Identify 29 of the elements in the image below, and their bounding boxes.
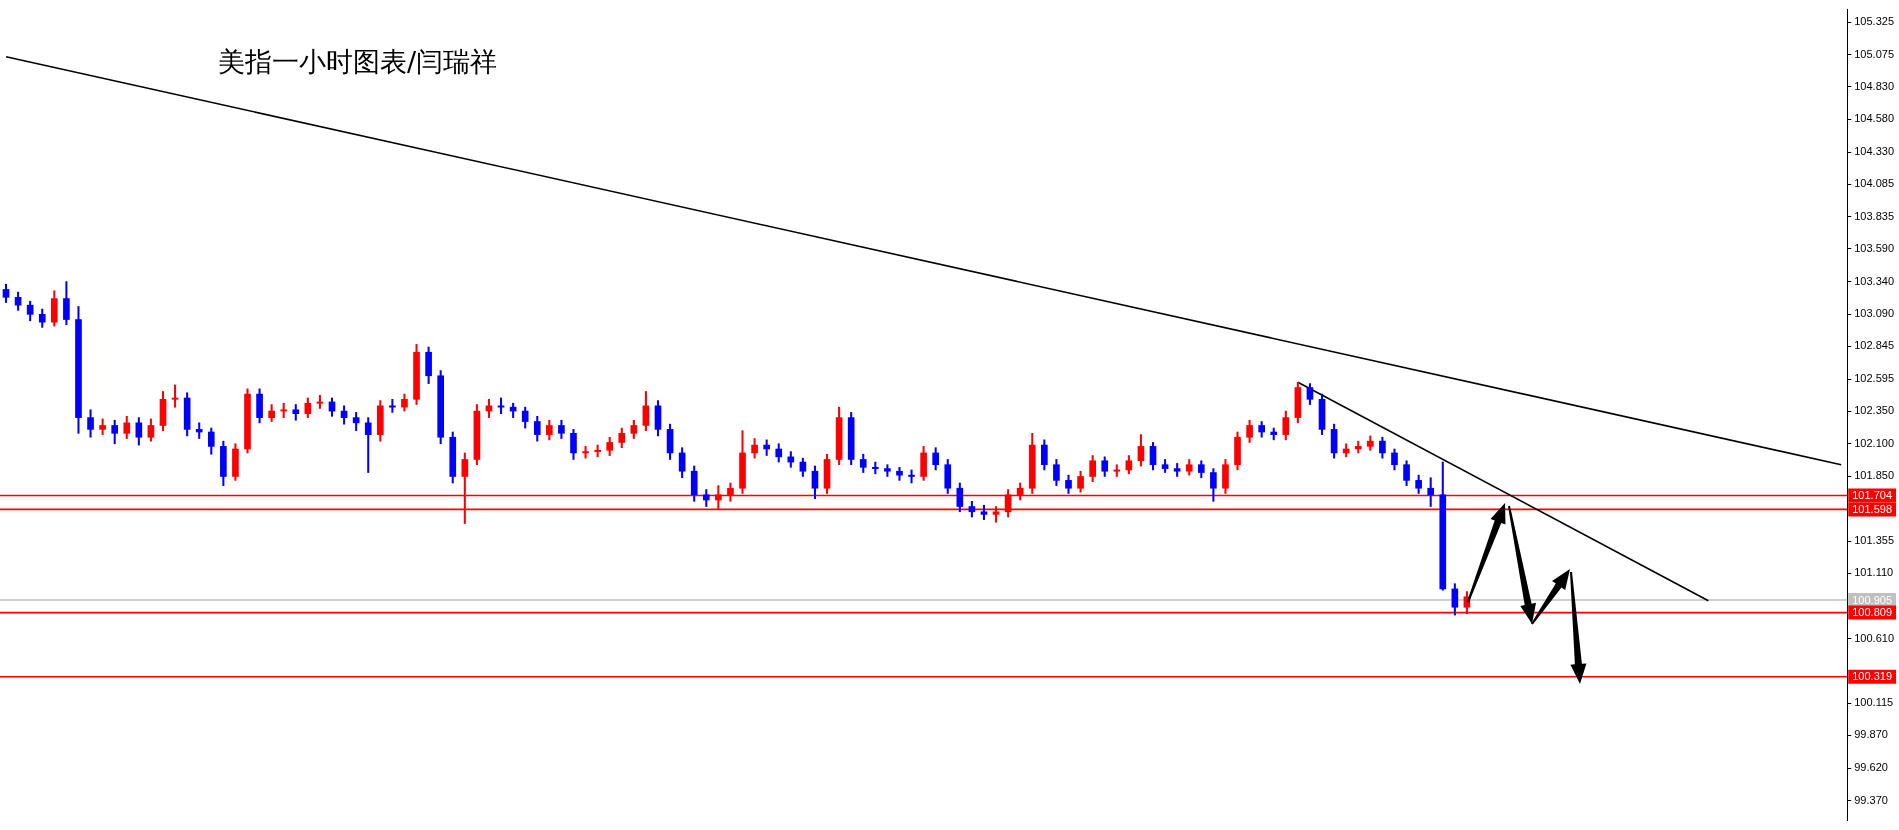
text: 美指一小时图表/闫瑞祥	[218, 45, 498, 79]
y-tick-label: 102.845	[1854, 339, 1894, 352]
y-tick-label: 100.115	[1854, 696, 1894, 709]
candlestick	[896, 466, 903, 481]
y-tick-label: 100.610	[1854, 631, 1894, 644]
y-tick-label: 104.085	[1854, 177, 1894, 190]
y-tick-label: 105.325	[1854, 15, 1894, 28]
y-tick-label: 104.330	[1854, 145, 1894, 158]
y-tick-label: 99.620	[1854, 761, 1888, 774]
y-tick-label: 102.100	[1854, 436, 1894, 449]
y-tick-label: 103.835	[1854, 209, 1894, 222]
ref-line-label: 101.704	[1852, 489, 1892, 502]
ref-line-label: 101.598	[1852, 502, 1892, 515]
y-tick-label: 101.850	[1854, 469, 1894, 482]
y-tick-label: 103.090	[1854, 307, 1894, 320]
y-tick-label: 105.075	[1854, 47, 1894, 60]
y-tick-label: 102.350	[1854, 404, 1894, 417]
y-tick-label: 103.340	[1854, 274, 1894, 287]
y-tick-label: 101.110	[1854, 566, 1894, 579]
y-tick-label: 102.595	[1854, 372, 1894, 385]
y-tick-label: 103.590	[1854, 241, 1894, 254]
ref-line-label: 100.905	[1852, 593, 1892, 606]
y-tick-label: 104.830	[1854, 79, 1894, 92]
y-tick-label: 99.370	[1854, 793, 1888, 806]
y-tick-label: 101.355	[1854, 534, 1894, 547]
ref-line-label: 100.809	[1852, 606, 1892, 619]
y-tick-label: 104.580	[1854, 112, 1894, 125]
y-tick-label: 99.870	[1854, 728, 1888, 741]
ref-line-label: 100.319	[1852, 670, 1892, 683]
